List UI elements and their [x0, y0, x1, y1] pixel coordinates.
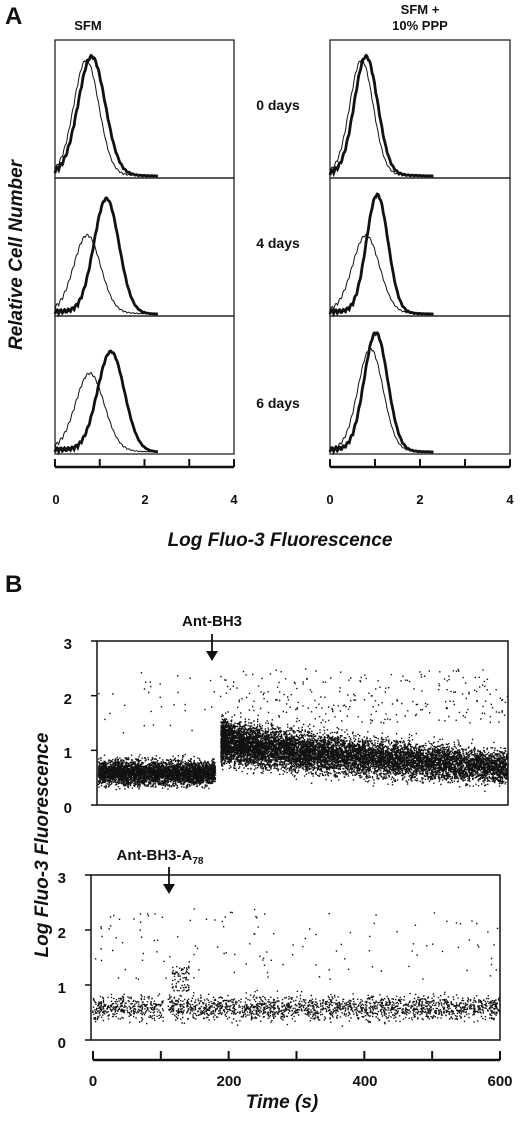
histogram-frame — [54, 315, 235, 455]
thin-histogram-line — [329, 347, 434, 453]
histogram-col2-row2 — [328, 177, 511, 318]
panel-a-ylabel: Relative Cell Number — [6, 158, 27, 350]
panel-b-letter: B — [5, 571, 22, 598]
scatter-ant-bh3 — [91, 640, 509, 806]
panel-b-xlabel: Time (s) — [246, 1092, 319, 1113]
histogram-col1-row2 — [53, 177, 235, 318]
thick-histogram-line — [328, 331, 434, 456]
b-xtick-200: 200 — [216, 1073, 241, 1090]
col2-title-line1: SFM + — [401, 2, 440, 17]
panel-a-xlabel: Log Fluo-3 Fluorescence — [168, 530, 393, 551]
scatter-ant-bh3-a78 — [85, 874, 501, 1041]
b-top-ytick-3: 3 — [64, 636, 72, 653]
a-xaxis-col2 — [329, 459, 511, 469]
b-bottom-ytick-1: 1 — [58, 980, 66, 997]
row-label-2: 6 days — [256, 395, 300, 411]
scatter-frame — [96, 640, 509, 806]
thin-histogram-line — [54, 371, 158, 453]
row-label-1: 4 days — [256, 235, 300, 251]
b-top-yticks: 0 1 2 3 — [64, 636, 72, 817]
b-xtick-400: 400 — [352, 1073, 377, 1090]
row-label-0: 0 days — [256, 97, 300, 113]
thick-histogram-line — [53, 196, 158, 318]
thick-histogram-line — [53, 53, 158, 178]
scatter-points — [97, 668, 509, 792]
panel-a-histograms — [53, 39, 511, 469]
b-xtick-600: 600 — [487, 1073, 512, 1090]
histogram-col1-row3 — [53, 315, 235, 456]
thin-histogram-line — [329, 233, 434, 315]
histogram-frame — [54, 39, 235, 179]
arrow-down-icon — [163, 867, 175, 894]
b-top-ytick-2: 2 — [64, 691, 72, 708]
b-time-axis — [92, 1051, 501, 1062]
annotation-ant-bh3: Ant-BH3 — [182, 613, 242, 630]
scatter-frame — [90, 874, 501, 1041]
col2-title-line2: 10% PPP — [392, 18, 448, 33]
a-xaxis-col1 — [54, 459, 235, 469]
thin-histogram-line — [54, 233, 158, 315]
thick-histogram-line — [328, 192, 434, 318]
histogram-frame — [329, 39, 511, 179]
scatter-points — [92, 908, 501, 1027]
histogram-col2-row1 — [328, 39, 511, 179]
histogram-col2-row3 — [328, 315, 511, 456]
b-top-ytick-0: 0 — [64, 800, 72, 817]
a-left-xtick-2: 2 — [141, 492, 148, 507]
b-bottom-ytick-3: 3 — [58, 870, 66, 887]
arrow-down-icon — [206, 634, 218, 661]
thick-histogram-line — [53, 349, 159, 456]
b-bottom-yticks: 0 1 2 3 — [58, 870, 66, 1052]
panel-a-letter: A — [5, 3, 22, 30]
b-bottom-ytick-2: 2 — [58, 925, 66, 942]
a-right-xtick-4: 4 — [506, 492, 514, 507]
thick-histogram-line — [328, 53, 434, 178]
a-right-xtick-2: 2 — [416, 492, 423, 507]
b-xtick-0: 0 — [89, 1073, 97, 1090]
annotation-subscript: 78 — [192, 856, 204, 867]
b-bottom-ytick-0: 0 — [58, 1035, 66, 1052]
a-right-xtick-0: 0 — [326, 492, 333, 507]
b-xticks: 0 200 400 600 — [89, 1073, 513, 1090]
histogram-col1-row1 — [53, 39, 235, 179]
panel-b-scatter — [85, 640, 509, 1062]
thin-histogram-line — [329, 58, 434, 177]
a-left-xtick-0: 0 — [52, 492, 59, 507]
histogram-frame — [329, 315, 511, 455]
panel-b-ylabel: Log Fluo-3 Fluorescence — [32, 732, 53, 957]
a-left-xtick-4: 4 — [230, 492, 238, 507]
b-top-ytick-1: 1 — [64, 745, 72, 762]
col1-title: SFM — [74, 18, 101, 33]
annotation-ant-bh3-a78: Ant-BH3-A78 — [117, 847, 204, 867]
